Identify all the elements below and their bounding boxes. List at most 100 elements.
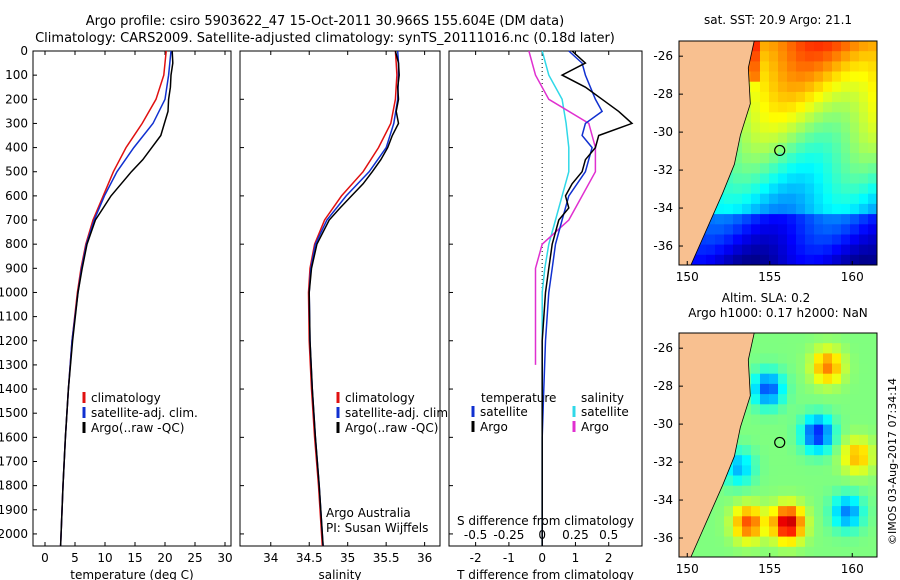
sst-map-cell: [778, 203, 788, 215]
sst-map-cell: [787, 51, 797, 62]
sst-map-cell: [868, 254, 877, 265]
sla-map-frame: [678, 332, 878, 558]
sst-map-title: sat. SST: 20.9 Argo: 21.1: [704, 13, 852, 27]
sst-map-cell: [814, 132, 824, 144]
sla-map-cell: [805, 434, 815, 446]
salinity-xtick-label: 34: [263, 551, 278, 565]
sst-map-cell: [787, 224, 797, 236]
sla-map-cell: [787, 333, 797, 344]
sla-map-cell: [742, 434, 752, 446]
sla-map-cell: [778, 526, 788, 538]
sla-map-cell: [850, 536, 860, 548]
sst-map-cell: [814, 214, 824, 225]
sst-map-cell: [796, 71, 806, 83]
sla-map-cell: [724, 526, 734, 538]
salinity-annotation-line2: PI: Susan Wijffels: [326, 521, 428, 535]
sla-map-cell: [832, 455, 842, 466]
sla-map-cell: [769, 485, 779, 497]
sla-map-cell: [868, 404, 877, 416]
sla-map-cell: [832, 506, 842, 517]
sst-map-cell: [796, 173, 806, 185]
sla-map-cell: [850, 333, 860, 344]
sst-map-cell: [724, 234, 734, 246]
sst-map-cell: [742, 142, 752, 154]
sst-map-cell: [778, 153, 788, 164]
sst-map-cell: [823, 51, 833, 62]
sla-map-cell: [796, 536, 806, 548]
sst-map-cell: [841, 71, 851, 83]
sst-map-cell: [778, 173, 788, 185]
sst-map-cell: [850, 71, 860, 83]
sst-map-cell: [841, 153, 851, 164]
sla-map-cell: [742, 475, 752, 487]
sst-map-cell: [769, 153, 779, 164]
sst-map-cell: [796, 193, 806, 205]
sla-map-cell: [868, 373, 877, 385]
sst-map-cell: [796, 183, 806, 195]
sst-map-cell: [778, 142, 788, 154]
temperature-ytick-label: 1300: [0, 358, 28, 372]
sla-map-title: Altim. SLA: 0.2: [722, 291, 810, 305]
sst-map-cell: [823, 234, 833, 246]
salinity-xtick-label: 35.5: [373, 551, 400, 565]
sst-map-cell: [850, 254, 860, 265]
sla-map-cell: [805, 455, 815, 466]
sst-map-cell: [859, 214, 869, 225]
sst-map-cell: [760, 132, 770, 144]
sla-map-cell: [796, 383, 806, 395]
sst-map-cell: [751, 254, 761, 265]
sla-map-cell: [841, 414, 851, 426]
temperature-ytick-label: 600: [5, 189, 28, 203]
sst-map-cell: [805, 173, 815, 185]
sla-map-cell: [859, 536, 869, 548]
difference-line-t-satellite: [541, 50, 604, 546]
sst-map-cell: [832, 112, 842, 124]
sst-map-cell: [778, 254, 788, 265]
sla-map-cell: [760, 383, 770, 395]
temperature-ytick-label: 700: [5, 213, 28, 227]
salinity-xlabel: salinity: [318, 568, 361, 580]
sst-map-cell: [769, 224, 779, 236]
sst-map-cell: [814, 244, 824, 256]
sla-map-cell: [832, 445, 842, 456]
temperature-legend-label: climatology: [91, 391, 161, 405]
sla-map-cell: [805, 343, 815, 354]
sst-map-cell: [778, 71, 788, 83]
sst-map-cell: [733, 214, 743, 225]
sla-map-cell: [868, 343, 877, 354]
sst-map-cell: [859, 254, 869, 265]
sla-map-cell: [742, 506, 752, 517]
temperature-legend-label: Argo(..raw -QC): [91, 421, 184, 435]
sla-map-cell: [823, 546, 833, 557]
sst-map-cell: [787, 163, 797, 174]
sla-map-cell: [715, 516, 725, 528]
sla-map-cell: [805, 516, 815, 528]
sst-map-cell: [733, 234, 743, 246]
sst-map-cell: [778, 102, 788, 113]
sst-map-cell: [760, 51, 770, 62]
sla-map-cell: [868, 333, 877, 344]
sst-map-cell: [742, 214, 752, 225]
difference-top-tick-label: 0.25: [562, 528, 589, 542]
sst-map-cell: [814, 173, 824, 185]
sst-map-cell: [832, 102, 842, 113]
sla-map-cell: [868, 526, 877, 538]
sla-map-cell: [805, 414, 815, 426]
temperature-ytick-label: 1900: [0, 503, 28, 517]
sst-map-cell: [778, 183, 788, 195]
sst-map-cell: [778, 61, 788, 73]
sst-map-cell: [751, 102, 761, 113]
sst-map-cell: [796, 91, 806, 103]
sst-map-cell: [760, 214, 770, 225]
sla-map-cell: [751, 414, 761, 426]
sla-map-cell: [841, 536, 851, 548]
sst-map-cell: [706, 254, 716, 265]
sla-map-cell: [823, 536, 833, 548]
temperature-ytick-label: 1000: [0, 285, 28, 299]
sst-map-cell: [760, 153, 770, 164]
difference-legend-salinity-label: Argo: [581, 420, 609, 434]
sla-map-cell: [751, 404, 761, 416]
sla-map-cell: [751, 475, 761, 487]
sla-map-cell: [769, 353, 779, 365]
sla-map-cell: [778, 383, 788, 395]
